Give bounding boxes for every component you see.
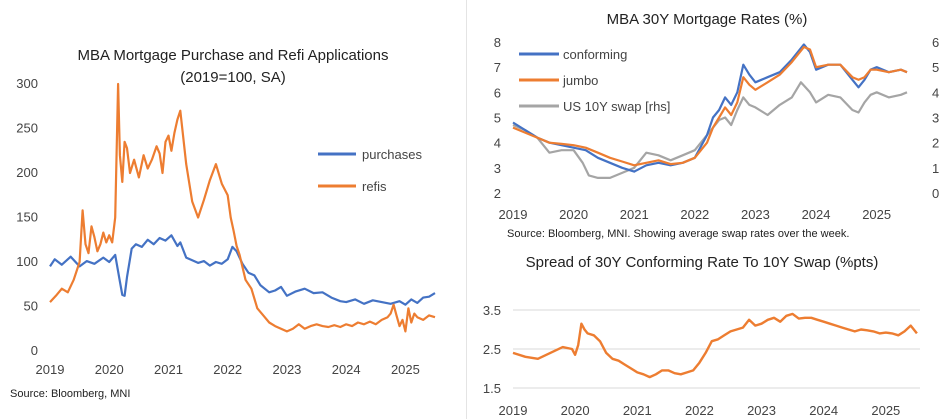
chart-spread-svg: Spread of 30Y Conforming Rate To 10Y Swa… [483, 254, 920, 418]
chart1-ytick-label: 200 [16, 165, 38, 180]
chart3-ytick-label: 1.5 [483, 381, 501, 396]
chart1-legend-label: refis [362, 179, 387, 194]
chart1-subtitle: (2019=100, SA) [180, 69, 286, 86]
chart-mortgage-applications-svg: MBA Mortgage Purchase and Refi Applicati… [10, 47, 436, 400]
chart1-source-note: Source: Bloomberg, MNI [10, 388, 130, 400]
chart2-legend-label: conforming [563, 47, 627, 62]
chart2-ytick-right-label: 3 [932, 111, 939, 126]
chart2-xtick-label: 2021 [620, 207, 649, 222]
chart-mortgage-applications: MBA Mortgage Purchase and Refi Applicati… [0, 0, 466, 419]
chart3-xtick-label: 2023 [747, 403, 776, 418]
chart2-title: MBA 30Y Mortgage Rates (%) [607, 11, 808, 28]
chart1-xtick-label: 2021 [154, 362, 183, 377]
chart1-ytick-label: 50 [24, 299, 38, 314]
chart2-xtick-label: 2024 [802, 207, 831, 222]
chart1-ytick-label: 250 [16, 121, 38, 136]
chart3-ytick-label: 2.5 [483, 342, 501, 357]
chart2-xtick-label: 2023 [741, 207, 770, 222]
chart1-ytick-label: 100 [16, 254, 38, 269]
chart1-ytick-label: 0 [31, 343, 38, 358]
chart1-xtick-label: 2025 [391, 362, 420, 377]
chart1-xtick-label: 2020 [95, 362, 124, 377]
chart3-xtick-label: 2024 [809, 403, 838, 418]
chart2-series-conforming-line [512, 43, 908, 173]
chart-mortgage-rates-svg: MBA 30Y Mortgage Rates (%) 2 3 4 5 6 7 8 0 1 2 3 4… [494, 11, 939, 240]
chart-mortgage-rates: MBA 30Y Mortgage Rates (%) 2 3 4 5 6 7 8 0 1 2 3 4… [467, 0, 944, 240]
chart2-ytick-right-label: 6 [932, 35, 939, 50]
panel-divider [466, 0, 467, 419]
chart2-series-us-line [512, 81, 908, 179]
chart1-title: MBA Mortgage Purchase and Refi Applicati… [77, 47, 388, 64]
chart1-xtick-label: 2024 [332, 362, 361, 377]
chart1-legend-label: purchases [362, 147, 422, 162]
chart1-xtick-label: 2023 [272, 362, 301, 377]
chart1-series-refis-line [49, 82, 436, 333]
chart2-ytick-right-label: 0 [932, 186, 939, 201]
chart3-xtick-label: 2021 [623, 403, 652, 418]
chart2-ytick-left-label: 2 [494, 186, 501, 201]
chart1-ytick-label: 150 [16, 210, 38, 225]
chart3-xtick-label: 2020 [561, 403, 590, 418]
chart2-xtick-label: 2020 [559, 207, 588, 222]
chart2-ytick-left-label: 5 [494, 111, 501, 126]
chart1-xtick-label: 2019 [36, 362, 65, 377]
chart2-legend-label: US 10Y swap [rhs] [563, 99, 670, 114]
chart1-ytick-label: 300 [16, 76, 38, 91]
chart1-series-purchases-line [49, 234, 436, 306]
chart3-title: Spread of 30Y Conforming Rate To 10Y Swa… [526, 254, 879, 271]
chart1-xtick-label: 2022 [213, 362, 242, 377]
chart2-legend-label: jumbo [562, 73, 598, 88]
chart2-xtick-label: 2019 [499, 207, 528, 222]
chart2-ytick-left-label: 4 [494, 136, 501, 151]
chart3-ytick-label: 3.5 [483, 303, 501, 318]
chart2-ytick-right-label: 4 [932, 85, 939, 100]
chart2-ytick-left-label: 7 [494, 60, 501, 75]
chart2-source-note: Source: Bloomberg, MNI. Showing average … [507, 228, 849, 240]
chart2-ytick-right-label: 2 [932, 136, 939, 151]
chart3-xtick-label: 2019 [499, 403, 528, 418]
chart2-ytick-right-label: 1 [932, 161, 939, 176]
chart2-series-jumbo-line [512, 45, 908, 167]
chart3-xtick-label: 2025 [871, 403, 900, 418]
chart2-ytick-left-label: 6 [494, 85, 501, 100]
chart2-xtick-label: 2025 [862, 207, 891, 222]
chart3-spread-line [512, 312, 918, 379]
chart2-ytick-left-label: 3 [494, 161, 501, 176]
chart-spread: Spread of 30Y Conforming Rate To 10Y Swa… [467, 240, 944, 419]
chart3-xtick-label: 2022 [685, 403, 714, 418]
chart2-ytick-right-label: 5 [932, 60, 939, 75]
chart2-ytick-left-label: 8 [494, 35, 501, 50]
chart2-xtick-label: 2022 [680, 207, 709, 222]
